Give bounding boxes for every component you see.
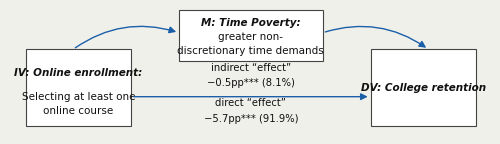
Text: −5.7pp*** (91.9%): −5.7pp*** (91.9%): [204, 114, 298, 124]
Text: Selecting at least one
online course: Selecting at least one online course: [22, 92, 135, 116]
Text: −0.5pp*** (8.1%): −0.5pp*** (8.1%): [207, 78, 294, 88]
Text: greater non-
discretionary time demands: greater non- discretionary time demands: [178, 32, 324, 56]
Text: indirect “effect”: indirect “effect”: [210, 63, 291, 73]
Text: M: Time Poverty:: M: Time Poverty:: [201, 18, 300, 28]
Text: DV: College retention: DV: College retention: [360, 83, 486, 93]
FancyBboxPatch shape: [26, 49, 131, 126]
Text: direct “effect”: direct “effect”: [216, 98, 286, 108]
Text: IV: Online enrollment:: IV: Online enrollment:: [14, 68, 142, 78]
FancyBboxPatch shape: [370, 49, 476, 126]
FancyBboxPatch shape: [179, 10, 322, 61]
